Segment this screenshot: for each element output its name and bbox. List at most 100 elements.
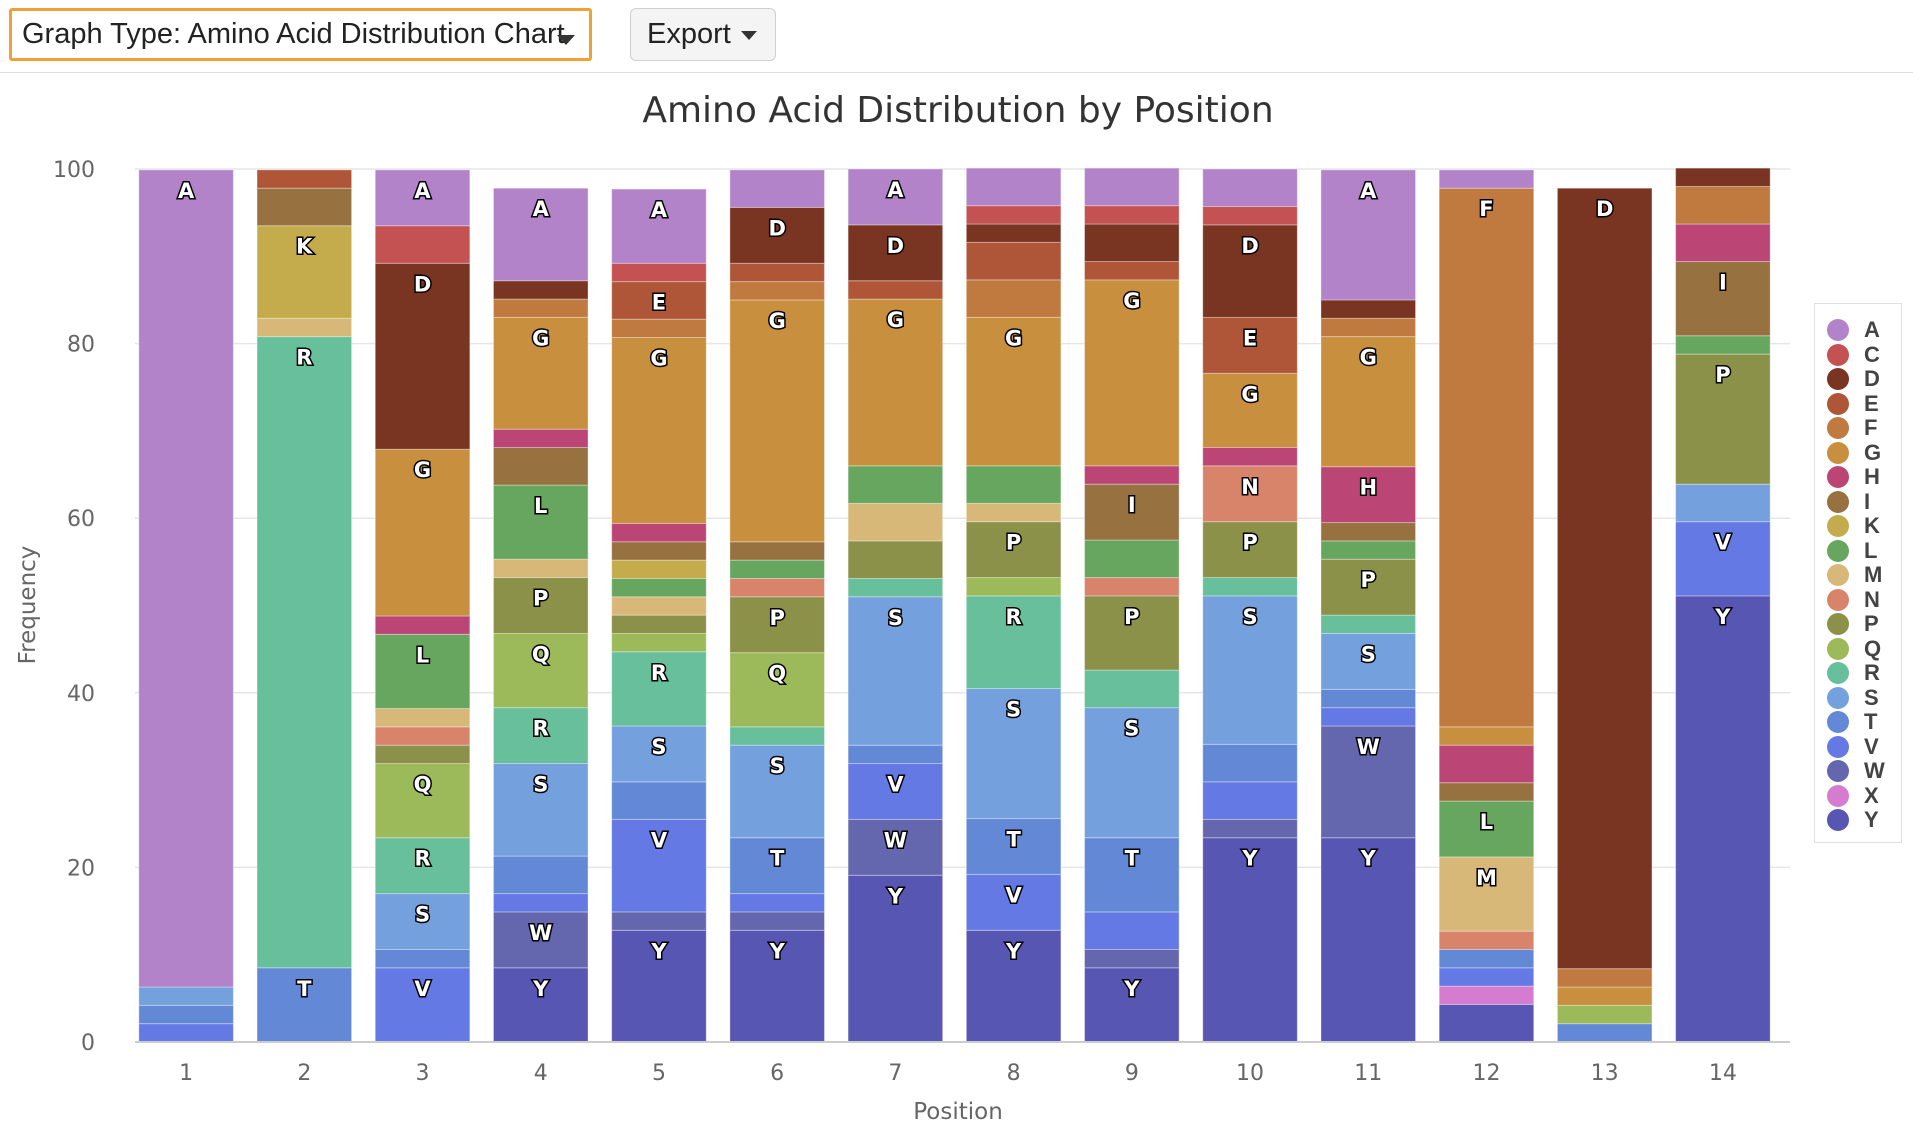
bar-segment-G[interactable] bbox=[1320, 336, 1417, 468]
bar-segment-D[interactable] bbox=[492, 280, 589, 300]
bar-segment-R[interactable] bbox=[1202, 577, 1298, 597]
bar-segment-Q[interactable] bbox=[965, 577, 1062, 597]
bar-segment-E[interactable] bbox=[256, 169, 353, 189]
legend-item-T[interactable]: T bbox=[1827, 709, 1877, 735]
bar-segment-A[interactable] bbox=[1438, 169, 1535, 189]
bar-segment-S[interactable] bbox=[1320, 632, 1417, 690]
bar-segment-R[interactable] bbox=[1320, 614, 1417, 634]
bar-segment-A[interactable] bbox=[611, 188, 707, 264]
bar-segment-C[interactable] bbox=[1084, 205, 1180, 225]
bar-segment-M[interactable] bbox=[965, 502, 1062, 523]
bar-segment-F[interactable] bbox=[1556, 968, 1653, 988]
bar-segment-T[interactable] bbox=[729, 837, 825, 895]
bar-segment-H[interactable] bbox=[1675, 223, 1771, 263]
bar-segment-T[interactable] bbox=[1438, 948, 1535, 969]
bar-segment-P[interactable] bbox=[492, 577, 589, 634]
bar-segment-T[interactable] bbox=[1320, 688, 1417, 709]
bar-segment-M[interactable] bbox=[374, 708, 471, 728]
legend-item-I[interactable]: I bbox=[1827, 489, 1870, 515]
bar-segment-H[interactable] bbox=[611, 522, 707, 543]
bar-segment-Q[interactable] bbox=[1556, 1004, 1653, 1025]
bar-segment-A[interactable] bbox=[847, 168, 944, 226]
bar-segment-V[interactable] bbox=[138, 1023, 234, 1043]
bar-segment-F[interactable] bbox=[1675, 185, 1771, 225]
bar-segment-A[interactable] bbox=[1202, 168, 1298, 208]
bar-segment-S[interactable] bbox=[729, 744, 825, 839]
bar-segment-D[interactable] bbox=[1556, 187, 1653, 970]
bar-segment-P[interactable] bbox=[965, 521, 1062, 579]
bar-segment-A[interactable] bbox=[492, 187, 589, 282]
bar-segment-A[interactable] bbox=[729, 169, 825, 208]
bar-segment-N[interactable] bbox=[374, 726, 471, 746]
bar-segment-T[interactable] bbox=[138, 1004, 234, 1025]
bar-segment-M[interactable] bbox=[611, 596, 707, 616]
bar-segment-D[interactable] bbox=[1084, 223, 1180, 263]
bar-segment-Y[interactable] bbox=[611, 929, 707, 1043]
bar-segment-Y[interactable] bbox=[729, 929, 825, 1043]
legend-item-S[interactable]: S bbox=[1827, 685, 1879, 711]
bar-segment-L[interactable] bbox=[1675, 335, 1771, 355]
bar-segment-P[interactable] bbox=[1320, 558, 1417, 616]
bar-segment-N[interactable] bbox=[1202, 465, 1298, 523]
bar-segment-L[interactable] bbox=[611, 577, 707, 598]
bar-segment-G[interactable] bbox=[1438, 726, 1535, 746]
bar-segment-R[interactable] bbox=[374, 837, 471, 895]
bar-segment-S[interactable] bbox=[492, 763, 589, 857]
graph-type-dropdown[interactable]: Graph Type: Amino Acid Distribution Char… bbox=[9, 8, 592, 61]
bar-segment-G[interactable] bbox=[729, 299, 825, 543]
bar-segment-L[interactable] bbox=[1084, 539, 1180, 579]
bar-segment-P[interactable] bbox=[374, 744, 471, 765]
bar-segment-E[interactable] bbox=[1084, 261, 1180, 281]
bar-segment-L[interactable] bbox=[1320, 540, 1417, 560]
bar-segment-R[interactable] bbox=[729, 726, 825, 746]
bar-segment-G[interactable] bbox=[1556, 986, 1653, 1006]
bar-segment-Y[interactable] bbox=[1438, 1003, 1535, 1043]
legend-item-Q[interactable]: Q bbox=[1827, 636, 1881, 662]
bar-segment-S[interactable] bbox=[138, 986, 234, 1006]
bar-segment-F[interactable] bbox=[1320, 317, 1417, 338]
bar-segment-D[interactable] bbox=[1202, 224, 1298, 318]
bar-segment-I[interactable] bbox=[1084, 483, 1180, 541]
bar-segment-L[interactable] bbox=[492, 484, 589, 560]
bar-segment-G[interactable] bbox=[1084, 279, 1180, 467]
bar-segment-M[interactable] bbox=[492, 558, 589, 579]
legend-item-A[interactable]: A bbox=[1827, 317, 1880, 343]
bar-segment-R[interactable] bbox=[1084, 669, 1180, 709]
bar-segment-D[interactable] bbox=[729, 206, 825, 264]
bar-segment-V[interactable] bbox=[374, 967, 471, 1043]
bar-segment-Q[interactable] bbox=[492, 632, 589, 709]
bar-segment-P[interactable] bbox=[1202, 521, 1298, 579]
bar-segment-S[interactable] bbox=[1675, 483, 1771, 523]
bar-segment-E[interactable] bbox=[965, 241, 1062, 281]
bar-segment-K[interactable] bbox=[256, 225, 353, 319]
bar-segment-T[interactable] bbox=[847, 744, 944, 765]
bar-segment-I[interactable] bbox=[256, 187, 353, 227]
bar-segment-T[interactable] bbox=[492, 855, 589, 895]
bar-segment-D[interactable] bbox=[1675, 167, 1771, 187]
legend-item-K[interactable]: K bbox=[1827, 513, 1880, 539]
bar-segment-R[interactable] bbox=[965, 595, 1062, 689]
bar-segment-W[interactable] bbox=[847, 818, 944, 876]
bar-segment-X[interactable] bbox=[1438, 985, 1535, 1005]
bar-segment-D[interactable] bbox=[847, 224, 944, 282]
bar-segment-E[interactable] bbox=[729, 262, 825, 283]
legend-item-D[interactable]: D bbox=[1827, 366, 1880, 392]
bar-segment-L[interactable] bbox=[374, 633, 471, 710]
legend-item-E[interactable]: E bbox=[1827, 391, 1879, 417]
bar-segment-M[interactable] bbox=[1438, 856, 1535, 932]
bar-segment-Y[interactable] bbox=[1675, 595, 1771, 1043]
bar-segment-G[interactable] bbox=[374, 448, 471, 617]
bar-segment-C[interactable] bbox=[1202, 206, 1298, 226]
bar-segment-A[interactable] bbox=[1320, 169, 1417, 301]
bar-segment-K[interactable] bbox=[611, 559, 707, 579]
bar-segment-G[interactable] bbox=[1202, 372, 1298, 448]
bar-segment-S[interactable] bbox=[1084, 707, 1180, 839]
bar-segment-V[interactable] bbox=[1202, 781, 1298, 820]
bar-segment-C[interactable] bbox=[965, 205, 1062, 225]
legend-item-W[interactable]: W bbox=[1827, 758, 1885, 784]
bar-segment-I[interactable] bbox=[729, 541, 825, 561]
bar-segment-D[interactable] bbox=[965, 223, 1062, 243]
bar-segment-E[interactable] bbox=[611, 281, 707, 320]
bar-segment-F[interactable] bbox=[492, 298, 589, 318]
bar-segment-V[interactable] bbox=[492, 893, 589, 913]
